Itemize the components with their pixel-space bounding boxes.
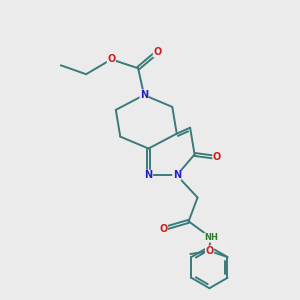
Text: O: O — [159, 224, 167, 234]
Text: O: O — [206, 246, 214, 256]
Text: N: N — [145, 170, 153, 180]
Text: O: O — [153, 47, 162, 57]
Text: N: N — [173, 170, 181, 180]
Text: NH: NH — [204, 233, 218, 242]
Text: N: N — [140, 90, 148, 100]
Text: O: O — [213, 152, 221, 162]
Text: O: O — [107, 54, 116, 64]
